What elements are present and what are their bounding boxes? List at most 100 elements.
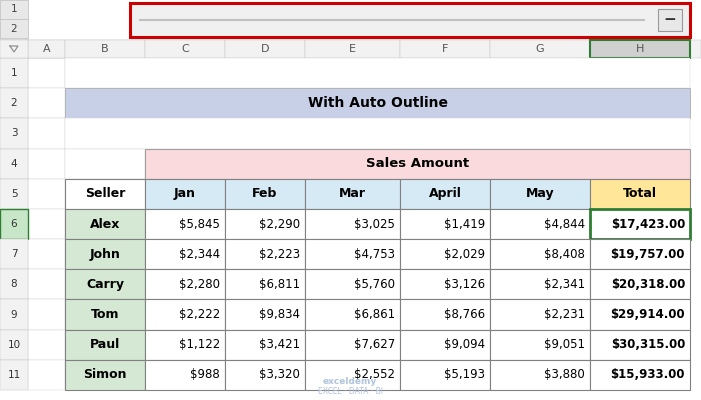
Text: $988: $988 (190, 368, 220, 382)
Text: 2: 2 (11, 24, 18, 34)
Bar (400, 40, 490, 58)
Bar (400, 239, 490, 269)
Text: D: D (261, 44, 269, 54)
Bar (400, 330, 490, 360)
Bar (28, 300, 65, 330)
Text: −: − (664, 12, 676, 28)
Text: Seller: Seller (85, 187, 125, 200)
Bar (490, 300, 590, 330)
Bar (0, 58, 28, 88)
Text: May: May (526, 187, 554, 200)
Bar (225, 360, 305, 390)
Bar (65, 148, 145, 179)
Bar (28, 118, 65, 148)
Text: Feb: Feb (252, 187, 278, 200)
Bar (400, 360, 490, 390)
Bar (590, 179, 690, 209)
Text: E: E (349, 44, 356, 54)
Text: $3,126: $3,126 (444, 278, 485, 291)
Bar (490, 360, 590, 390)
Bar (225, 40, 305, 58)
Text: $9,834: $9,834 (259, 308, 300, 321)
Text: $2,341: $2,341 (544, 278, 585, 291)
Bar (400, 269, 490, 300)
Bar (490, 179, 590, 209)
Text: 9: 9 (11, 310, 18, 320)
Text: 6: 6 (11, 219, 18, 229)
Bar (305, 209, 400, 239)
Text: Mar: Mar (339, 187, 366, 200)
Text: 2: 2 (11, 98, 18, 108)
Bar (65, 300, 145, 330)
Bar (305, 40, 400, 58)
Text: April: April (428, 187, 461, 200)
Text: $6,861: $6,861 (354, 308, 395, 321)
Bar (28, 209, 65, 239)
Text: $3,320: $3,320 (259, 368, 300, 382)
Bar (65, 239, 145, 269)
Text: $19,757.00: $19,757.00 (611, 248, 685, 261)
Bar (65, 330, 145, 360)
Bar (28, 330, 65, 360)
Bar (28, 40, 65, 58)
Text: $2,223: $2,223 (259, 248, 300, 261)
Text: Paul: Paul (90, 338, 120, 351)
Bar (0, 209, 28, 239)
Text: $2,344: $2,344 (179, 248, 220, 261)
Bar (28, 239, 65, 269)
Text: $7,627: $7,627 (354, 338, 395, 351)
Bar (590, 269, 690, 300)
Bar (490, 239, 590, 269)
Bar (0, 118, 28, 148)
Bar (490, 209, 590, 239)
Bar (65, 118, 690, 148)
Bar (225, 179, 305, 209)
Bar (590, 360, 690, 390)
Bar (490, 269, 590, 300)
Text: 1: 1 (11, 4, 18, 14)
Bar (65, 209, 145, 239)
Text: John: John (90, 248, 121, 261)
Text: A: A (43, 44, 50, 54)
Text: Total: Total (623, 187, 657, 200)
Text: H: H (636, 44, 644, 54)
Text: $5,193: $5,193 (444, 368, 485, 382)
Bar (0, 40, 701, 58)
Bar (65, 360, 145, 390)
Text: Tom: Tom (90, 308, 119, 321)
Bar (305, 239, 400, 269)
Bar (305, 179, 400, 209)
Text: exceldemy: exceldemy (323, 378, 377, 386)
Text: $8,408: $8,408 (544, 248, 585, 261)
Bar (28, 88, 65, 118)
Text: $30,315.00: $30,315.00 (611, 338, 685, 351)
Bar (225, 300, 305, 330)
Bar (0, 19, 28, 38)
Text: 5: 5 (11, 189, 18, 199)
Bar (28, 148, 65, 179)
Bar (65, 40, 145, 58)
Text: $3,025: $3,025 (354, 218, 395, 230)
Text: $2,222: $2,222 (179, 308, 220, 321)
Bar (0, 0, 28, 19)
Text: $2,552: $2,552 (354, 368, 395, 382)
Text: $9,094: $9,094 (444, 338, 485, 351)
Text: $4,753: $4,753 (354, 248, 395, 261)
Text: Carry: Carry (86, 278, 124, 291)
Bar (0, 360, 28, 390)
Bar (305, 300, 400, 330)
Text: $2,280: $2,280 (179, 278, 220, 291)
Text: $2,029: $2,029 (444, 248, 485, 261)
Bar (305, 269, 400, 300)
Bar (590, 330, 690, 360)
Bar (145, 179, 225, 209)
Bar (145, 239, 225, 269)
Bar (225, 269, 305, 300)
Bar (0, 269, 28, 300)
Text: Sales Amount: Sales Amount (366, 157, 469, 170)
Text: Simon: Simon (83, 368, 127, 382)
Text: $1,122: $1,122 (179, 338, 220, 351)
Bar (590, 239, 690, 269)
Bar (0, 239, 28, 269)
Text: $15,933.00: $15,933.00 (611, 368, 685, 382)
